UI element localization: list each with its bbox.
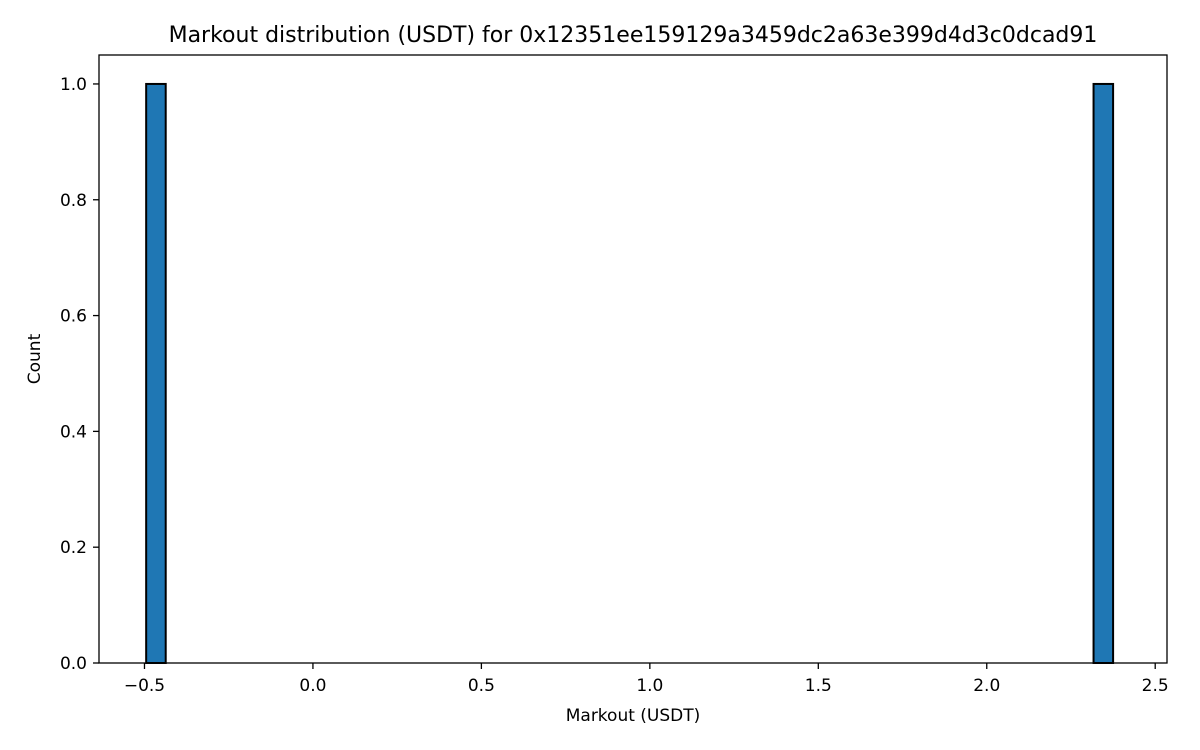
y-axis-ticks: 0.0 0.2 0.4 0.6 0.8 1.0 xyxy=(60,75,99,674)
y-tick-label: 0.2 xyxy=(60,538,87,558)
x-axis-label: Markout (USDT) xyxy=(566,706,701,726)
x-tick-label: 0.5 xyxy=(468,676,495,696)
y-tick-label: 0.4 xyxy=(60,422,87,442)
histogram-bar-2 xyxy=(1092,82,1115,664)
y-tick-label: 0.6 xyxy=(60,307,87,327)
x-axis-ticks: −0.5 0.0 0.5 1.0 1.5 2.0 2.5 xyxy=(124,663,1169,696)
x-tick-label: 1.0 xyxy=(636,676,663,696)
bars-group xyxy=(145,82,1115,664)
y-tick-label: 1.0 xyxy=(60,75,87,95)
x-tick-label: 0.0 xyxy=(299,676,326,696)
x-tick-label: 1.5 xyxy=(805,676,832,696)
chart-title: Markout distribution (USDT) for 0x12351e… xyxy=(169,23,1098,48)
y-tick-label: 0.0 xyxy=(60,654,87,674)
y-tick-label: 0.8 xyxy=(60,191,87,211)
histogram-bar-1 xyxy=(145,82,167,664)
x-tick-label: −0.5 xyxy=(124,676,165,696)
y-axis-label: Count xyxy=(25,333,45,384)
x-tick-label: 2.0 xyxy=(973,676,1000,696)
x-tick-label: 2.5 xyxy=(1142,676,1169,696)
plot-frame xyxy=(98,54,1168,664)
